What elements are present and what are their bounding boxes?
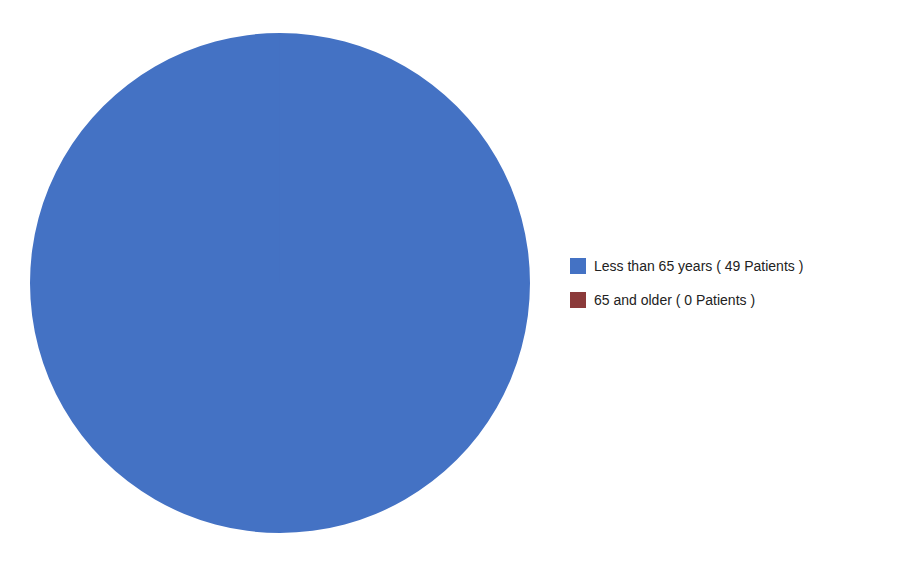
legend-label: 65 and older ( 0 Patients ) xyxy=(594,292,755,308)
legend-label: Less than 65 years ( 49 Patients ) xyxy=(594,258,803,274)
legend-item: Less than 65 years ( 49 Patients ) xyxy=(570,258,803,274)
legend-swatch xyxy=(570,258,586,274)
pie xyxy=(30,33,530,533)
chart: Less than 65 years ( 49 Patients ) 65 and… xyxy=(0,0,902,566)
legend-swatch xyxy=(570,292,586,308)
pie-slice xyxy=(279,33,280,283)
pie-slice xyxy=(30,33,530,533)
legend-item: 65 and older ( 0 Patients ) xyxy=(570,292,755,308)
legend: Less than 65 years ( 49 Patients ) 65 and… xyxy=(570,258,803,308)
